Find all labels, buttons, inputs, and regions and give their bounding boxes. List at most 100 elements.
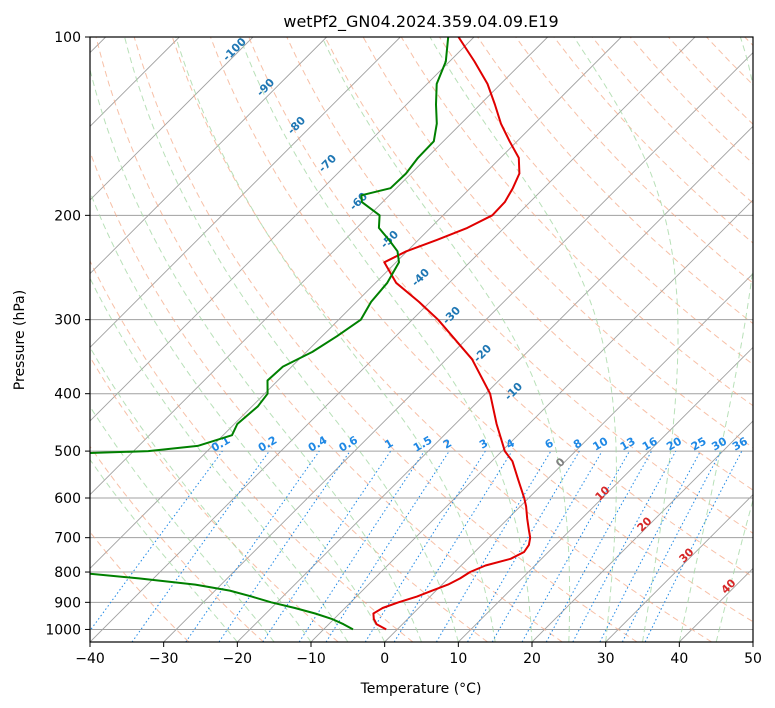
mixing-ratio-line [131, 450, 270, 642]
moist-adiabat-label: 30 [677, 545, 697, 565]
mixing-ratio-line [325, 450, 450, 642]
isotherm-line [90, 37, 548, 496]
mixing-ratio-line [90, 450, 223, 632]
dry-adiabat [90, 150, 488, 642]
moist-adiabat [678, 37, 753, 642]
sounding-profiles [90, 37, 532, 631]
mixing-ratio-line [262, 450, 392, 642]
y-tick-label: 600 [54, 491, 81, 507]
moist-adiabat [239, 37, 533, 642]
isotherm-line [310, 199, 753, 642]
x-tick-label: −30 [149, 651, 179, 667]
dry-adiabat [324, 37, 753, 491]
mixing-ratio-line [467, 450, 580, 642]
x-tick-label: 50 [744, 651, 762, 667]
temperature-profile [372, 37, 532, 631]
moist-adiabat [90, 346, 312, 642]
isotherm-line [90, 37, 696, 642]
mixing-ratio-line [185, 450, 320, 642]
dry-adiabat [90, 531, 190, 642]
mixing-ratio-label: 6 [543, 436, 556, 451]
isotherm-line [90, 37, 622, 569]
x-tick-label: −20 [223, 651, 253, 667]
mixing-ratio-line [521, 450, 630, 642]
moist-adiabat-label: 40 [719, 576, 739, 596]
y-tick-label: 800 [54, 565, 81, 581]
moist-adiabat [90, 190, 386, 642]
dry-adiabat [210, 37, 753, 623]
dry-adiabat [744, 37, 753, 47]
dewpoint-profile [90, 37, 450, 631]
dry-adiabat [706, 37, 753, 86]
dry-adiabat [133, 37, 638, 642]
isotherm-line [90, 37, 254, 201]
x-tick-label: −10 [296, 651, 326, 667]
mixing-ratio-label: 2 [441, 437, 454, 452]
y-tick-label: 700 [54, 531, 81, 547]
x-tick-label: 30 [597, 651, 615, 667]
x-axis-ticks: −40 −30 −20 −10 0 10 20 30 40 50 [75, 642, 762, 667]
dry-adiabat-label: -100 [220, 35, 249, 64]
moist-adiabat [573, 37, 679, 642]
moist-adiabat [90, 458, 238, 642]
mixing-ratio-line [298, 450, 425, 642]
moist-adiabat [175, 37, 496, 642]
dry-adiabat [515, 37, 753, 284]
y-tick-label: 200 [54, 208, 81, 224]
dry-adiabat [171, 37, 712, 642]
dry-adiabat-label: -90 [254, 76, 277, 99]
mixing-ratio-line [364, 450, 486, 642]
y-tick-label: 900 [54, 595, 81, 611]
y-axis-label: Pressure (hPa) [12, 290, 28, 390]
isotherm-line [90, 37, 327, 275]
isotherm-line [163, 52, 753, 642]
reference-line-labels: 0.1 0.2 0.4 0.6 1 1.5 2 3 4 6 8 10 13 16 20 25 30 36-100-… [209, 35, 750, 597]
dry-adiabat [90, 445, 264, 642]
y-tick-label: 100 [54, 30, 81, 46]
y-axis-ticks: 1000 900 800 700 600 500 400 300 200 100 [45, 30, 90, 638]
moist-adiabat-label: 0 [553, 455, 568, 470]
moist-adiabat [90, 277, 349, 642]
mixing-ratio-line [435, 450, 552, 642]
plot-frame [89, 36, 754, 643]
mixing-ratio-line [572, 450, 677, 642]
isotherm-line [90, 37, 475, 422]
x-tick-label: 10 [449, 651, 467, 667]
dry-adiabat [90, 259, 414, 642]
dry-adiabat [553, 37, 753, 244]
reference-lines [90, 37, 753, 642]
isotherm-line [90, 37, 401, 348]
moist-adiabat [715, 498, 753, 642]
mixing-ratio-line [644, 450, 743, 642]
isotherm-line [531, 420, 753, 642]
moist-adiabat [90, 405, 275, 642]
isotherm-line [679, 567, 753, 642]
isotherm-line [752, 641, 753, 642]
y-tick-label: 400 [54, 387, 81, 403]
isotherm-line [458, 346, 753, 642]
moist-adiabat-label: 20 [635, 514, 655, 534]
x-axis-label: Temperature (°C) [360, 681, 482, 697]
dry-adiabat-label: -10 [502, 380, 525, 403]
moist-adiabat [321, 37, 571, 642]
moist-adiabat [429, 37, 617, 642]
y-tick-label: 300 [54, 313, 81, 329]
dry-adiabat-label: -80 [285, 114, 308, 137]
moist-adiabat-label: 10 [593, 483, 613, 503]
dry-adiabat [90, 356, 339, 642]
mixing-ratio-line [393, 450, 513, 642]
dry-adiabat [286, 37, 753, 534]
mixing-ratio-line [218, 450, 351, 642]
dry-adiabat-label: -30 [440, 304, 463, 327]
moist-adiabat [124, 37, 459, 642]
isotherm-line [237, 125, 753, 642]
y-tick-label: 1000 [45, 622, 81, 638]
x-tick-label: 0 [380, 651, 389, 667]
dry-adiabat [95, 37, 563, 642]
x-tick-label: −40 [75, 651, 105, 667]
isotherm-line [605, 494, 753, 642]
mixing-ratio-label: 4 [504, 436, 517, 451]
x-tick-label: 40 [670, 651, 688, 667]
mixing-ratio-line [545, 450, 653, 642]
